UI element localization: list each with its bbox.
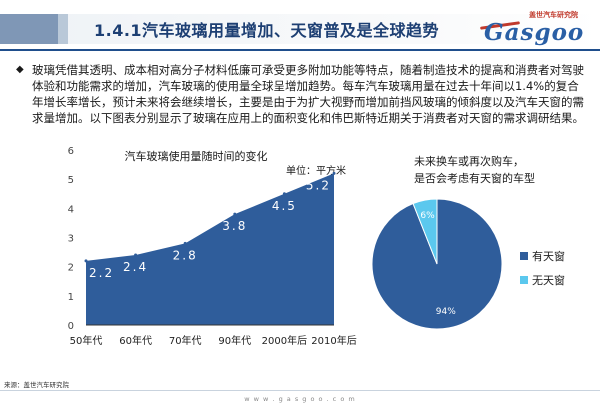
legend-swatch (520, 276, 528, 284)
logo-wordmark: Gasgoo (484, 19, 585, 46)
description-paragraph: ◆ 玻璃凭借其透明、成本相对高分子材料低廉可承受更多附加功能等特点，随着制造技术… (16, 62, 586, 126)
y-tick-label: 0 (68, 321, 74, 332)
y-tick-label: 2 (68, 263, 74, 274)
pie-slice-label: 94% (436, 307, 456, 317)
x-tick-label: 60年代 (119, 334, 152, 347)
area-data-label: 2.4 (123, 260, 148, 274)
page-title: 1.4.1汽车玻璃用量增加、天窗普及是全球趋势 (94, 21, 440, 40)
area-chart-y-axis: 0 1 2 3 4 5 6 (68, 146, 74, 332)
header-accent-stripe (58, 14, 68, 44)
y-tick-label: 1 (68, 292, 74, 303)
area-data-point (233, 212, 237, 216)
y-tick-label: 6 (68, 146, 74, 157)
area-data-point (134, 253, 138, 257)
area-chart-title: 汽车玻璃使用量随时间的变化 (125, 149, 268, 163)
area-chart: 汽车玻璃使用量随时间的变化 单位：平方米 0 1 2 3 4 5 6 2.2 2.4 2.8 3.… (68, 146, 357, 347)
footer-url: w w w . g a s g o o . c o m (244, 395, 356, 403)
gasgoo-logo: 盖世汽车研究院 Gasgoo (479, 6, 592, 46)
header-accent-block (0, 14, 58, 44)
source-note: 来源：盖世汽车研究院 (4, 381, 69, 389)
area-data-label: 2.8 (173, 248, 198, 262)
x-tick-label: 90年代 (218, 334, 251, 347)
legend-label: 有天窗 (532, 249, 565, 263)
pie-chart-title-line-2: 是否会考虑有天窗的车型 (414, 171, 535, 185)
y-tick-label: 3 (68, 234, 74, 245)
pie-chart-title-line-1: 未来换车或再次购车， (414, 154, 524, 168)
logo-subtitle: 盖世汽车研究院 (529, 11, 578, 19)
x-tick-label: 70年代 (169, 334, 202, 347)
charts-canvas: 汽车玻璃使用量随时间的变化 单位：平方米 0 1 2 3 4 5 6 2.2 2.4 2.8 3.… (68, 146, 565, 347)
y-tick-label: 5 (68, 175, 74, 186)
area-chart-x-axis: 50年代 60年代 70年代 90年代 2000年后 2010年后 (70, 324, 357, 347)
area-data-point (332, 171, 336, 175)
area-chart-unit-label: 单位：平方米 (286, 164, 346, 177)
paragraph-text: 玻璃凭借其透明、成本相对高分子材料低廉可承受更多附加功能等特点，随着制造技术的提… (32, 63, 584, 125)
area-data-point (282, 192, 286, 196)
area-data-label: 3.8 (222, 219, 247, 233)
legend-swatch (520, 252, 528, 260)
area-data-label: 2.2 (89, 266, 114, 280)
area-series-fill (86, 173, 334, 325)
area-data-label: 5.2 (306, 178, 331, 192)
y-tick-label: 4 (68, 204, 74, 215)
bullet-diamond-icon: ◆ (16, 64, 24, 75)
x-tick-label: 2000年后 (262, 334, 307, 347)
x-tick-label: 2010年后 (311, 334, 356, 347)
area-data-label: 4.5 (272, 199, 297, 213)
pie-slice-1 (412, 198, 438, 265)
area-data-point (183, 241, 187, 245)
footer-divider (0, 390, 600, 391)
legend-label: 无天窗 (532, 273, 565, 287)
slide-header: 1.4.1汽车玻璃用量增加、天窗普及是全球趋势 盖世汽车研究院 Gasgoo (0, 0, 600, 52)
pie-slices: 94% 6% (371, 198, 503, 330)
area-data-point (84, 259, 88, 263)
pie-slice-label: 6% (420, 211, 435, 221)
x-tick-label: 50年代 (70, 334, 103, 347)
area-chart-plot: 2.2 2.4 2.8 3.8 4.5 5.2 (84, 171, 336, 325)
header-divider (0, 49, 600, 51)
header-background (0, 14, 600, 44)
